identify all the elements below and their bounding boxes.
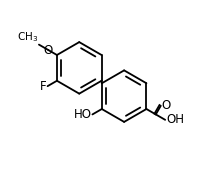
Text: HO: HO	[74, 108, 92, 121]
Text: CH$_3$: CH$_3$	[17, 30, 39, 44]
Text: F: F	[40, 80, 47, 93]
Text: O: O	[162, 99, 171, 112]
Text: OH: OH	[166, 113, 184, 126]
Text: O: O	[44, 43, 53, 56]
